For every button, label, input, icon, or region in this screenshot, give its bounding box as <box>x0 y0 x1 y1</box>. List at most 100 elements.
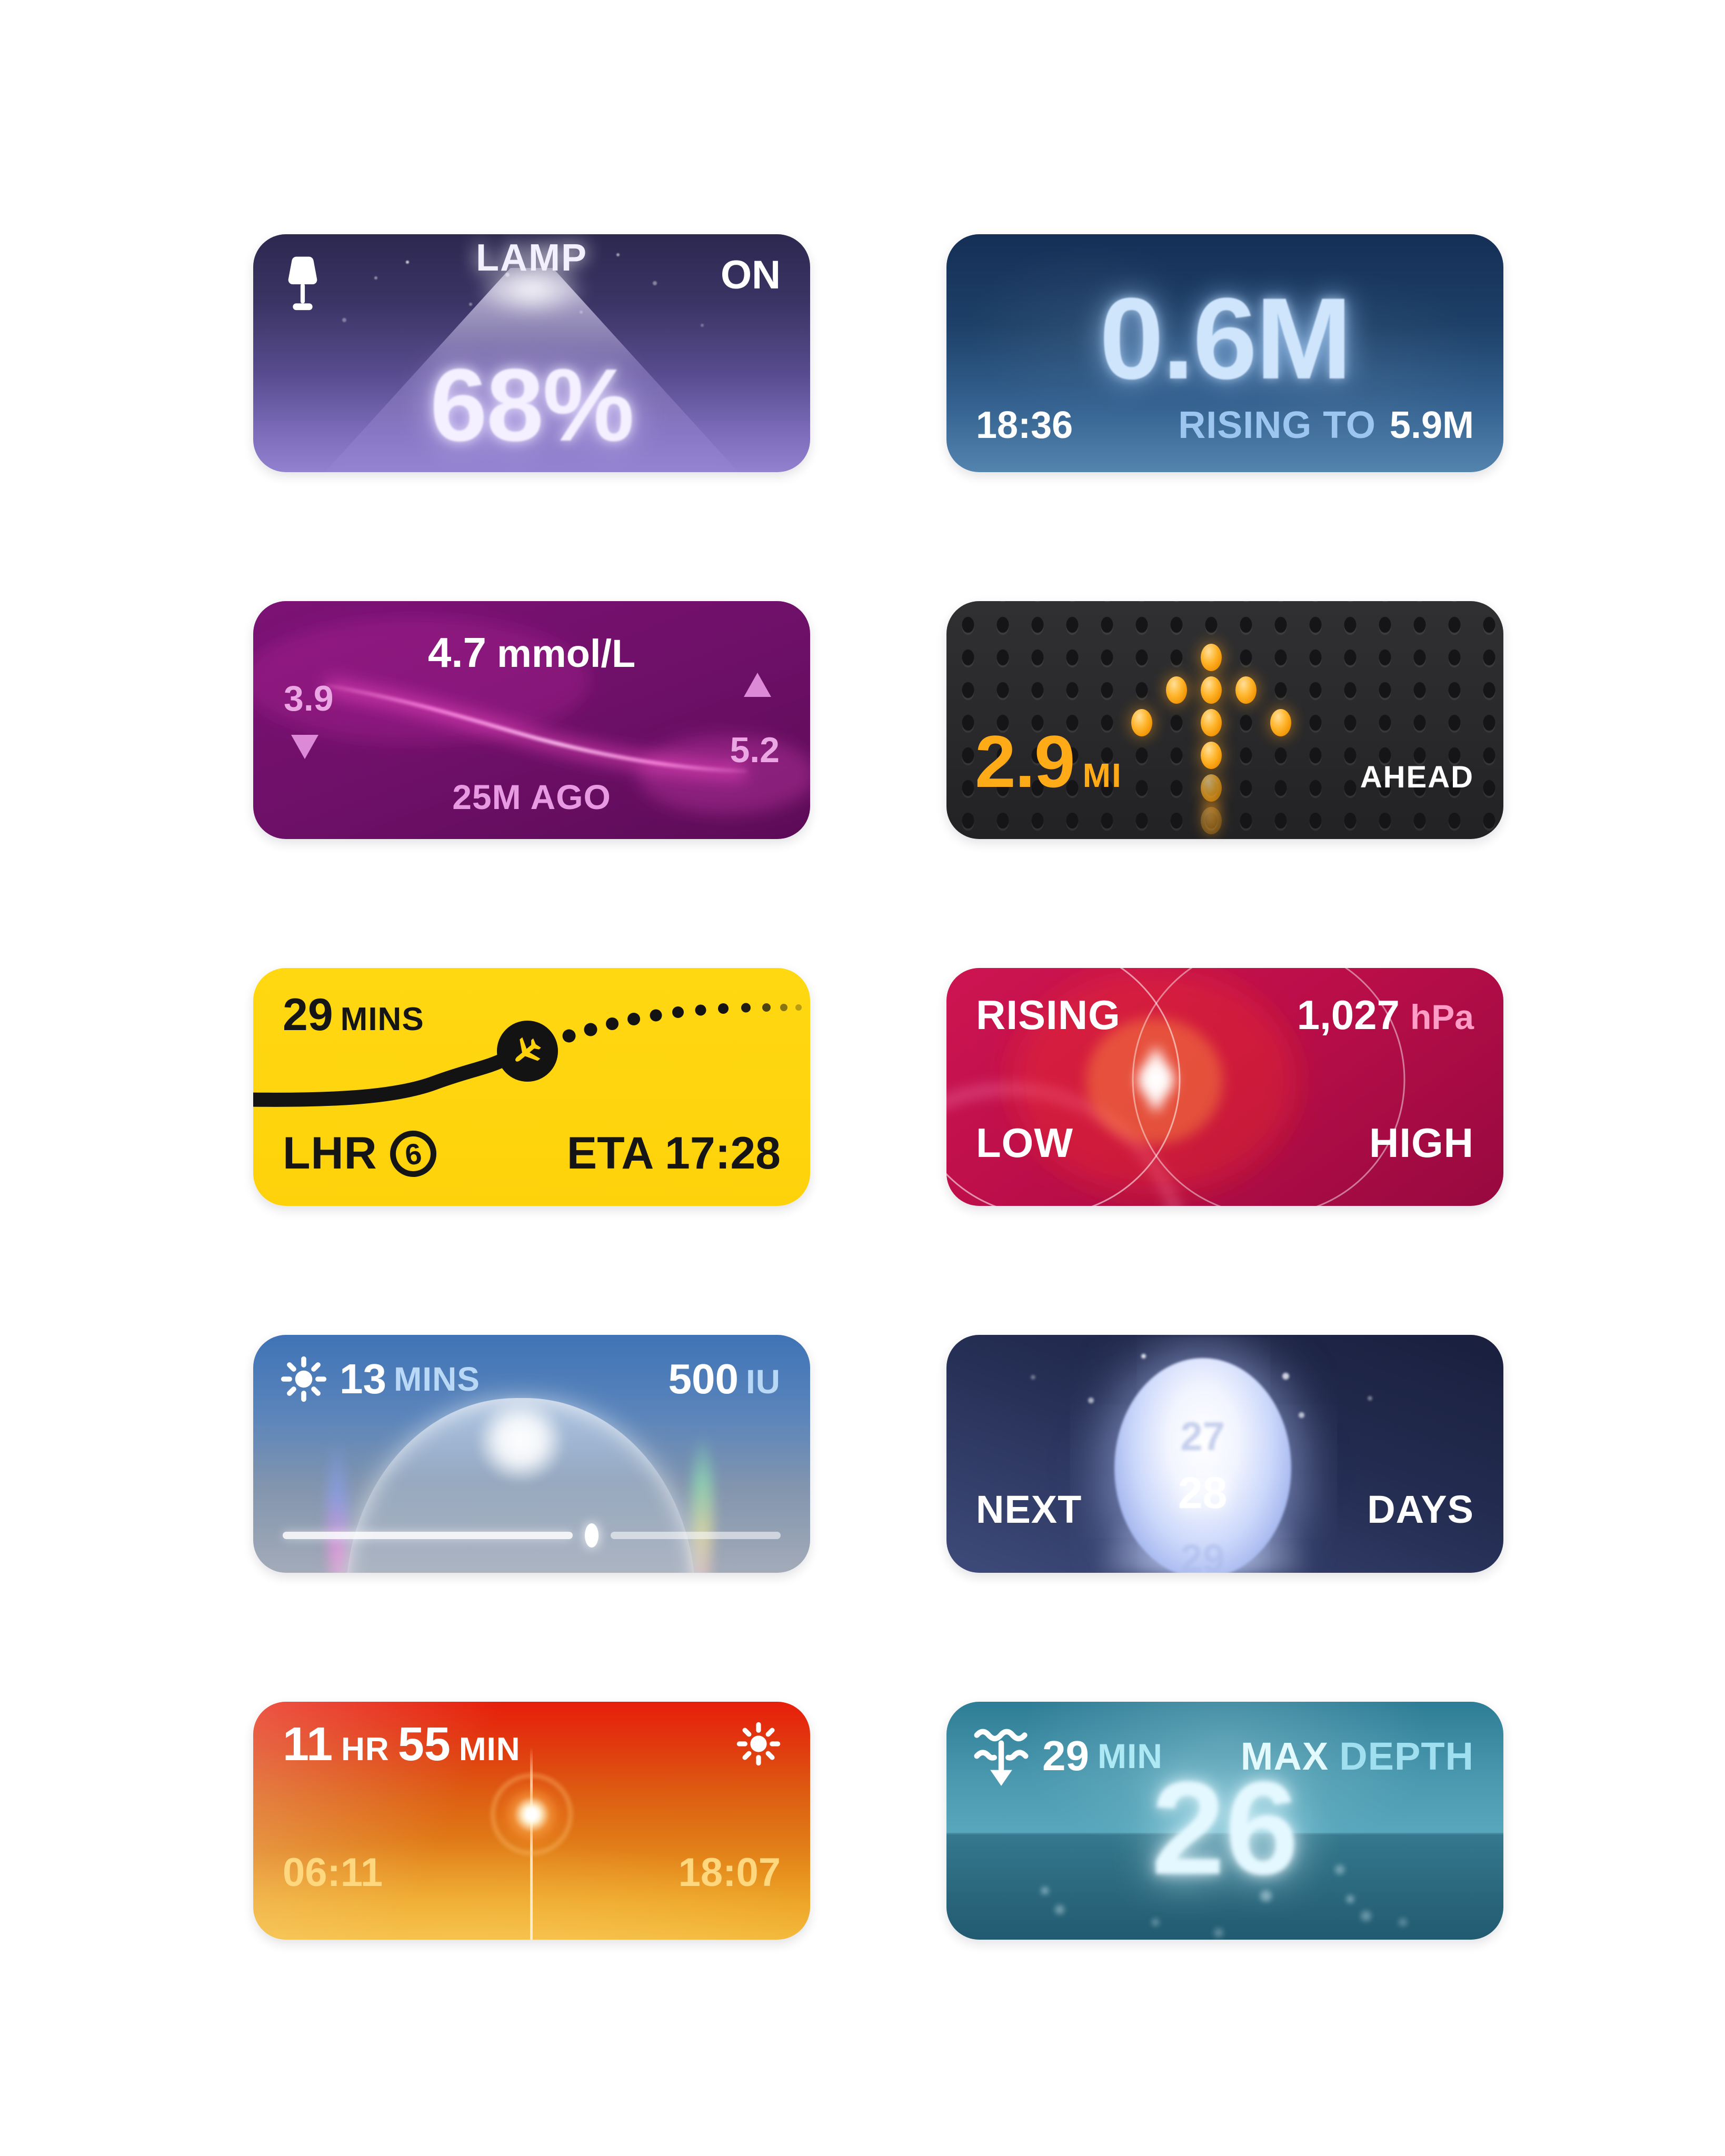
exposure-minutes: 13 <box>340 1355 386 1402</box>
tide-trend-label: RISING TO <box>1178 404 1376 446</box>
plane-icon <box>515 1037 541 1062</box>
arrow-dot <box>1235 676 1257 704</box>
barometer-scale: LOW HIGH <box>976 1119 1474 1167</box>
dive-depth-widget[interactable]: 26 29 MIN MAX DEPTH <box>946 1702 1503 1940</box>
distance-unit: MI <box>1082 756 1122 794</box>
vitamin-d-dose: 500 IU <box>669 1355 781 1403</box>
tide-footer: 18:36 RISING TO 5.9M <box>976 404 1474 447</box>
pressure-value: 1,027 <box>1297 992 1400 1038</box>
flight-duration: 29 MINS <box>283 989 424 1041</box>
bubbles-decoration <box>1041 1887 1049 1894</box>
lamp-title: LAMP <box>476 237 587 279</box>
rainbow-fringe-right <box>691 1435 713 1573</box>
lamp-header: ON <box>253 252 810 313</box>
pressure-reading: 1,027 hPa <box>1297 991 1474 1039</box>
distance-label: AHEAD <box>1360 760 1474 794</box>
daylight-footer: 06:11 18:07 <box>283 1850 781 1895</box>
dot-matrix-background <box>946 601 1503 839</box>
glucose-updated: 25M AGO <box>452 777 611 816</box>
daylight-duration: 11 HR 55 MIN <box>283 1718 520 1772</box>
daylight-hours-unit: HR <box>341 1731 390 1768</box>
day-current: 28 <box>1178 1468 1228 1518</box>
daylight-widget[interactable]: 11 HR 55 MIN 06:11 18:07 <box>253 1702 810 1940</box>
next-label: NEXT <box>976 1488 1082 1531</box>
daylight-minutes: 55 <box>397 1718 451 1771</box>
surface-light <box>946 1702 1503 1940</box>
tide-current-height: 0.6M <box>1099 274 1352 403</box>
uv-slider-knob[interactable] <box>584 1523 599 1548</box>
arrow-dot <box>1201 774 1222 802</box>
arrow-dot <box>1201 676 1222 704</box>
lamp-status: ON <box>721 253 781 297</box>
distance-ahead-widget[interactable]: 2.9 MI AHEAD <box>946 601 1503 839</box>
flight-eta-widget[interactable]: 29 MINS LHR 6 ETA 17:28 <box>253 968 810 1206</box>
daylight-minutes-unit: MIN <box>458 1731 521 1768</box>
rainbow-fringe-left <box>326 1440 348 1573</box>
moon-orb <box>1114 1358 1291 1573</box>
flight-eta: ETA 17:28 <box>566 1128 781 1179</box>
max-depth-label: MAX DEPTH <box>1241 1734 1474 1779</box>
flight-airport-code: LHR <box>283 1128 377 1179</box>
glucose-trend-curve <box>253 617 810 814</box>
deep-water-layer <box>946 1832 1503 1940</box>
dive-duration-unit: MIN <box>1097 1736 1163 1775</box>
glucose-reading: 4.7 mmol/L <box>253 628 810 677</box>
lamp-brightness: 68% <box>430 347 634 463</box>
pressure-trend: RISING <box>976 992 1121 1038</box>
glucose-low-bound: 3.9 <box>284 678 334 718</box>
max-depth-value: 26 <box>1151 1754 1299 1902</box>
sun-exposure-widget[interactable]: 13 MINS 500 IU <box>253 1335 810 1573</box>
moon-cycle-widget[interactable]: 27 28 29 NEXT DAYS <box>946 1335 1503 1573</box>
dome-light-glow <box>457 1380 584 1501</box>
tide-next-height: 5.9M <box>1389 404 1474 446</box>
arrow-dot <box>1166 676 1187 704</box>
glucose-widget[interactable]: 4.7 mmol/L 3.9 5.2 25M AGO <box>253 601 810 839</box>
barometer-header: RISING 1,027 hPa <box>976 991 1474 1039</box>
sunrise-time: 06:11 <box>283 1850 383 1895</box>
lamp-icon <box>288 256 317 311</box>
barometer-widget[interactable]: RISING 1,027 hPa LOW HIGH <box>946 968 1503 1206</box>
arrow-dot <box>1270 709 1291 736</box>
daylight-hours: 11 <box>283 1718 333 1771</box>
light-cone-apex <box>453 250 611 329</box>
pressure-unit: hPa <box>1410 997 1474 1036</box>
glucose-high-bound: 5.2 <box>730 730 780 770</box>
day-previous: 27 <box>1180 1414 1225 1459</box>
glucose-value: 4.7 <box>427 629 487 676</box>
tide-time: 18:36 <box>976 404 1073 446</box>
lamp-widget[interactable]: LAMP ON 68% <box>253 234 810 472</box>
moon-footer: NEXT DAYS <box>976 1487 1474 1532</box>
flight-footer: LHR 6 ETA 17:28 <box>283 1127 781 1180</box>
dose-unit: IU <box>746 1363 781 1401</box>
dive-duration: 29 <box>1042 1732 1089 1779</box>
uv-slider-track-left <box>283 1532 573 1539</box>
flight-path-graphic <box>253 1003 802 1107</box>
stars-decoration <box>1141 1354 1146 1359</box>
arrow-dot <box>1131 709 1152 736</box>
arrow-up-icon <box>744 673 771 697</box>
glucose-unit: mmol/L <box>497 632 636 675</box>
arrow-dot <box>1201 709 1222 736</box>
flight-duration-unit: MINS <box>340 1001 424 1037</box>
arrow-glow-trail <box>1199 800 1224 839</box>
scale-high-label: HIGH <box>1369 1120 1474 1166</box>
terminal-number: 6 <box>402 1136 424 1171</box>
flight-duration-value: 29 <box>283 990 333 1040</box>
max-label: MAX <box>1240 1734 1329 1778</box>
scale-low-label: LOW <box>976 1120 1073 1166</box>
arrow-dot <box>1201 742 1222 769</box>
sunset-time: 18:07 <box>678 1850 781 1895</box>
uv-slider-track-right <box>610 1532 781 1539</box>
dive-waves-icon <box>974 1729 1029 1786</box>
pressure-flare-graphic <box>946 968 1405 1206</box>
uv-slider[interactable] <box>283 1523 781 1548</box>
arrow-down-icon <box>291 735 318 759</box>
terminal-badge: 6 <box>387 1127 440 1180</box>
dose-value: 500 <box>668 1355 739 1402</box>
sun-icon <box>281 1356 327 1402</box>
tide-trend-group: RISING TO 5.9M <box>1178 404 1474 447</box>
depth-label: DEPTH <box>1339 1734 1474 1778</box>
tide-widget[interactable]: 0.6M 18:36 RISING TO 5.9M <box>946 234 1503 472</box>
stars-decoration <box>406 261 409 264</box>
